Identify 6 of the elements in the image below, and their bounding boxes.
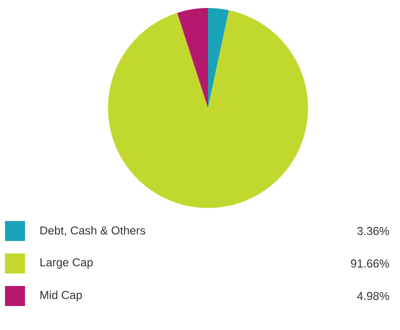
data-label: 3.36%	[357, 226, 390, 236]
legend-label: Debt, Cash & Others	[40, 226, 146, 236]
legend-label: Mid Cap	[40, 290, 82, 302]
data-label: 91.66%	[350, 259, 390, 268]
data-label: 4.98%	[357, 292, 390, 300]
legend-label: Large Cap	[40, 258, 93, 269]
